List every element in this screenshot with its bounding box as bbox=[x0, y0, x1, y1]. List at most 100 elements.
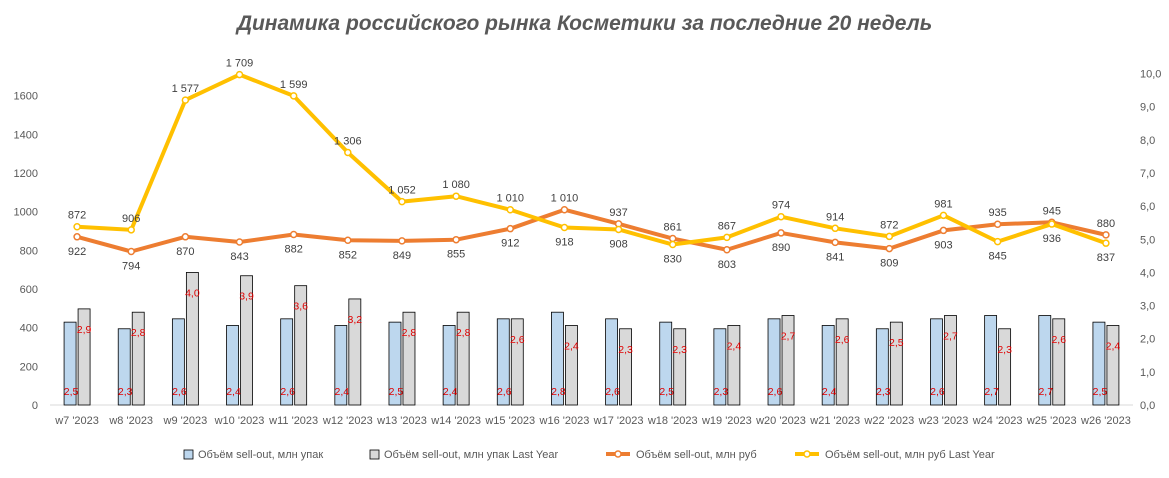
legend-label: Объём sell-out, млн руб Last Year bbox=[825, 449, 995, 461]
bar-sellout-units bbox=[1092, 321, 1106, 406]
line-point-sellout-rub-last-year bbox=[560, 223, 569, 232]
left-axis-tick-label: 1000 bbox=[14, 207, 38, 219]
line-point-sellout-rub-last-year bbox=[235, 70, 244, 79]
line-last-year-value-label: 830 bbox=[664, 254, 682, 266]
bar-last-year-value-label: 2,6 bbox=[1051, 334, 1066, 346]
line-last-year-value-label: 936 bbox=[1043, 233, 1061, 245]
left-axis-tick-label: 0 bbox=[32, 400, 38, 412]
legend-swatch bbox=[183, 449, 194, 460]
bar-sellout-units bbox=[605, 318, 618, 406]
bar-last-year-value-label: 2,6 bbox=[510, 334, 525, 346]
legend-label: Объём sell-out, млн упак bbox=[198, 449, 323, 461]
bar-value-label: 2,6 bbox=[768, 386, 783, 398]
bar-sellout-units-last-year bbox=[944, 315, 957, 406]
line-point-sellout-rub-last-year bbox=[398, 197, 406, 206]
bar-last-year-value-label: 2,9 bbox=[77, 324, 92, 336]
bar-sellout-units bbox=[117, 328, 131, 406]
bar-sellout-units-last-year bbox=[77, 308, 91, 406]
x-axis-tick-label: w14 '2023 bbox=[430, 415, 481, 427]
bar-value-label: 2,8 bbox=[551, 386, 566, 398]
bar-sellout-units bbox=[334, 325, 348, 406]
line-point-sellout-rub bbox=[181, 233, 190, 241]
bar-last-year-value-label: 2,6 bbox=[835, 334, 850, 346]
line-point-sellout-rub bbox=[939, 226, 948, 235]
bar-value-label: 2,6 bbox=[280, 386, 295, 398]
line-value-label: 803 bbox=[718, 259, 736, 271]
line-last-year-value-label: 908 bbox=[609, 238, 627, 250]
line-point-sellout-rub bbox=[506, 224, 515, 233]
bar-value-label: 2,5 bbox=[659, 386, 674, 398]
line-point-sellout-rub bbox=[777, 229, 785, 237]
line-value-label: 870 bbox=[176, 246, 194, 258]
line-value-label: 922 bbox=[68, 246, 86, 258]
bar-value-label: 2,3 bbox=[714, 386, 729, 398]
line-point-sellout-rub-last-year bbox=[723, 233, 731, 242]
bar-last-year-value-label: 3,6 bbox=[293, 301, 308, 313]
bar-last-year-value-label: 2,8 bbox=[402, 327, 417, 339]
line-point-sellout-rub-last-year bbox=[452, 192, 460, 200]
x-axis-tick-label: w9 '2023 bbox=[163, 415, 208, 427]
left-axis-tick-label: 1600 bbox=[14, 91, 38, 103]
line-point-sellout-rub-last-year bbox=[885, 232, 894, 241]
line-point-sellout-rub bbox=[831, 238, 839, 247]
bar-sellout-units bbox=[1038, 315, 1052, 406]
line-value-label: 852 bbox=[339, 249, 357, 261]
bar-value-label: 2,5 bbox=[1093, 386, 1108, 398]
left-axis-tick-label: 400 bbox=[20, 323, 38, 335]
line-point-sellout-rub-last-year bbox=[993, 237, 1002, 246]
bar-last-year-value-label: 2,4 bbox=[727, 340, 742, 352]
line-value-label: 912 bbox=[501, 238, 519, 250]
bar-value-label: 2,3 bbox=[118, 386, 133, 398]
line-value-label: 849 bbox=[393, 250, 411, 262]
line-point-sellout-rub-last-year bbox=[614, 225, 623, 234]
bar-sellout-units-last-year bbox=[348, 298, 362, 406]
legend-marker bbox=[803, 450, 811, 458]
chart-title: Динамика российского рынка Косметики за … bbox=[236, 12, 933, 35]
line-point-sellout-rub bbox=[668, 234, 677, 243]
line-point-sellout-rub-last-year bbox=[181, 96, 190, 104]
line-value-label: 855 bbox=[447, 249, 465, 261]
line-last-year-value-label: 872 bbox=[68, 210, 86, 222]
right-axis-tick-label: 8,0 bbox=[1140, 135, 1155, 147]
x-axis-tick-label: w13 '2023 bbox=[376, 415, 427, 427]
bar-value-label: 2,6 bbox=[497, 386, 512, 398]
bar-last-year-value-label: 3,2 bbox=[348, 314, 363, 326]
bar-value-label: 2,3 bbox=[876, 386, 891, 398]
line-point-sellout-rub bbox=[127, 247, 135, 256]
bar-sellout-units-last-year bbox=[673, 328, 687, 406]
line-point-sellout-rub-last-year bbox=[289, 92, 298, 100]
line-sellout-rub-last-year bbox=[76, 72, 1107, 247]
line-value-label: 880 bbox=[1097, 218, 1115, 230]
bar-sellout-units bbox=[875, 328, 889, 406]
bar-last-year-value-label: 2,8 bbox=[456, 327, 471, 339]
bar-sellout-units bbox=[442, 325, 456, 406]
left-axis-tick-label: 1400 bbox=[14, 129, 38, 141]
line-point-sellout-rub-last-year bbox=[73, 222, 81, 231]
legend-label: Объём sell-out, млн упак Last Year bbox=[384, 449, 558, 461]
bar-sellout-units-last-year bbox=[510, 318, 524, 406]
line-last-year-value-label: 1 577 bbox=[172, 83, 200, 95]
line-last-year-value-label: 1 306 bbox=[334, 136, 362, 148]
line-point-sellout-rub bbox=[723, 246, 731, 254]
bar-sellout-units bbox=[226, 325, 239, 406]
bar-sellout-units bbox=[63, 321, 77, 406]
bar-sellout-units bbox=[713, 328, 727, 406]
line-value-label: 945 bbox=[1043, 205, 1061, 217]
line-point-sellout-rub-last-year bbox=[777, 212, 785, 221]
line-point-sellout-rub bbox=[398, 237, 406, 245]
line-point-sellout-rub bbox=[1102, 231, 1110, 239]
line-last-year-value-label: 981 bbox=[934, 198, 952, 210]
right-axis-tick-label: 4,0 bbox=[1140, 267, 1155, 279]
line-value-label: 903 bbox=[934, 239, 952, 251]
bar-sellout-units bbox=[496, 318, 510, 406]
legend-swatch bbox=[369, 449, 380, 460]
bar-value-label: 2,6 bbox=[605, 386, 620, 398]
line-point-sellout-rub bbox=[73, 233, 81, 241]
bar-last-year-value-label: 2,3 bbox=[618, 344, 633, 356]
bar-value-label: 2,4 bbox=[226, 386, 241, 398]
line-value-label: 841 bbox=[826, 251, 844, 263]
bar-last-year-value-label: 2,4 bbox=[564, 340, 579, 352]
line-point-sellout-rub bbox=[993, 220, 1002, 228]
line-point-sellout-rub-last-year bbox=[1048, 220, 1056, 228]
